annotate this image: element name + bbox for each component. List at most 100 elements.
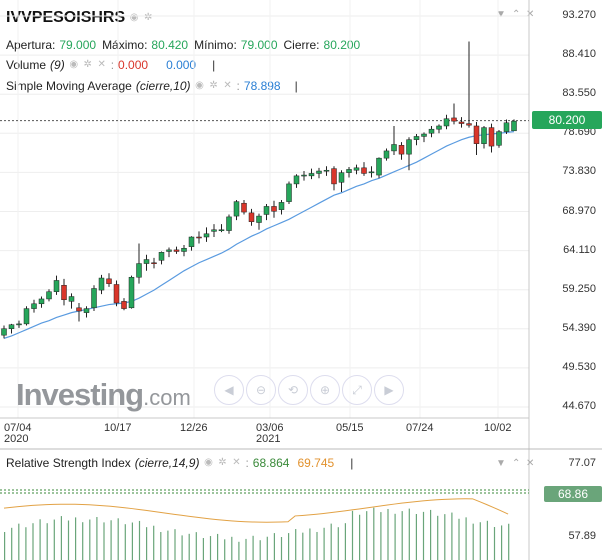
low-value: 79.000 bbox=[240, 38, 278, 52]
volume-value-2: 0.000 bbox=[166, 58, 197, 72]
rsi-params: (cierre,14,9) bbox=[134, 456, 200, 470]
candle-body bbox=[421, 133, 427, 137]
zoom-out-button[interactable]: ⊖ bbox=[246, 375, 276, 405]
rsi-bar bbox=[359, 514, 361, 560]
rsi-bar bbox=[422, 511, 425, 560]
candle bbox=[211, 224, 217, 238]
candle bbox=[23, 306, 30, 326]
candle-body bbox=[376, 157, 382, 176]
scroll-left-button[interactable]: ◀ bbox=[214, 375, 244, 405]
zoom-reset-button[interactable]: ⟲ bbox=[278, 375, 308, 405]
candle-body bbox=[173, 249, 180, 252]
candle bbox=[383, 148, 390, 161]
candle bbox=[61, 278, 67, 306]
remove-icon[interactable]: ✕ bbox=[526, 458, 535, 469]
candle-body bbox=[166, 249, 172, 252]
rsi-value-2: 69.745 bbox=[297, 456, 335, 470]
time-axis-label: 10/17 bbox=[104, 422, 132, 434]
rsi-bar bbox=[238, 541, 240, 560]
candle-body bbox=[488, 127, 495, 147]
rsi-bar bbox=[209, 536, 212, 560]
eye-icon[interactable]: ◉ bbox=[129, 12, 139, 23]
rsi-bar bbox=[373, 507, 375, 560]
chevron-down-icon[interactable]: ▼ bbox=[496, 458, 506, 469]
pin-icon[interactable]: ⌃ bbox=[512, 9, 521, 20]
zoom-in-icon: ⊕ bbox=[319, 383, 331, 397]
rsi-bar bbox=[32, 523, 34, 560]
rsi-bar bbox=[167, 530, 169, 560]
candle bbox=[308, 168, 315, 180]
candle bbox=[136, 243, 142, 284]
gear-icon[interactable]: ✲ bbox=[143, 12, 153, 23]
rsi-axis-label-top: 77.07 bbox=[568, 457, 596, 469]
close-icon[interactable]: ✕ bbox=[97, 59, 106, 70]
close-icon[interactable]: ✕ bbox=[223, 80, 232, 91]
investing-logo: Investing.com bbox=[16, 377, 191, 413]
chevron-down-icon[interactable]: ▼ bbox=[496, 9, 506, 20]
gear-icon[interactable]: ✲ bbox=[209, 80, 218, 91]
remove-icon[interactable]: ✕ bbox=[526, 9, 535, 20]
candle-body bbox=[226, 216, 232, 231]
zoom-fit-button[interactable]: ⤢ bbox=[342, 375, 372, 405]
eye-icon[interactable]: ◉ bbox=[204, 457, 213, 468]
candle-body bbox=[83, 308, 90, 313]
candle bbox=[511, 119, 517, 132]
gear-icon[interactable]: ✲ bbox=[218, 457, 227, 468]
rsi-bar bbox=[224, 539, 226, 560]
time-axis-label: 03/06 bbox=[256, 422, 284, 434]
candle bbox=[406, 137, 412, 171]
candle bbox=[428, 125, 435, 138]
candle bbox=[121, 298, 127, 311]
rsi-bar bbox=[288, 533, 290, 560]
gear-icon[interactable]: ✲ bbox=[83, 59, 92, 70]
candle-body bbox=[323, 169, 330, 172]
rsi-bar bbox=[18, 523, 20, 560]
time-axis-label: 07/24 bbox=[406, 422, 434, 434]
candle bbox=[323, 166, 330, 176]
candle-body bbox=[106, 278, 112, 284]
volume-value-1: 0.000 bbox=[118, 58, 149, 72]
candle bbox=[466, 41, 472, 128]
ohlc-row: Apertura: 79.000 Máximo: 80.420 Mínimo: … bbox=[6, 38, 360, 52]
logo-brand: Investing bbox=[16, 377, 144, 412]
rsi-bar bbox=[124, 524, 126, 560]
candle-body bbox=[458, 121, 465, 124]
rsi-chart[interactable] bbox=[0, 450, 602, 560]
rsi-bar bbox=[401, 511, 403, 560]
candle-body bbox=[353, 167, 360, 171]
rsi-bar bbox=[309, 528, 311, 560]
candle bbox=[278, 199, 285, 215]
candle-body bbox=[503, 122, 510, 132]
close-icon[interactable]: ✕ bbox=[232, 457, 241, 468]
candle bbox=[233, 199, 240, 221]
candle-body bbox=[248, 212, 255, 222]
candle-body bbox=[8, 324, 15, 329]
rsi-bar bbox=[245, 538, 247, 560]
rsi-value-1: 68.864 bbox=[252, 456, 290, 470]
rsi-bar bbox=[103, 522, 105, 560]
candle-body bbox=[466, 123, 472, 126]
candle-body bbox=[368, 171, 375, 174]
low-label: Mínimo: bbox=[194, 38, 237, 52]
pin-icon[interactable]: ⌃ bbox=[512, 458, 521, 469]
volume-row: Volume (9) ◉ ✲ ✕ : 0.000 0.000 | bbox=[6, 58, 216, 72]
scroll-right-button[interactable]: ▶ bbox=[374, 375, 404, 405]
candle bbox=[481, 125, 487, 149]
eye-icon[interactable]: ◉ bbox=[195, 80, 204, 91]
rsi-bar bbox=[67, 520, 70, 560]
candle bbox=[1, 325, 7, 339]
candle bbox=[421, 132, 427, 143]
candle-body bbox=[361, 167, 367, 174]
candle-body bbox=[316, 170, 322, 174]
price-chart[interactable] bbox=[0, 0, 602, 450]
rsi-bar bbox=[202, 538, 204, 560]
eye-icon[interactable]: ◉ bbox=[69, 59, 79, 70]
chart-grid bbox=[0, 0, 529, 418]
candle bbox=[376, 157, 382, 179]
rsi-bar bbox=[451, 512, 453, 560]
rsi-bar bbox=[217, 533, 219, 560]
rsi-bar bbox=[493, 527, 496, 560]
zoom-in-button[interactable]: ⊕ bbox=[310, 375, 340, 405]
candle bbox=[346, 167, 352, 178]
rsi-bar bbox=[131, 522, 133, 560]
